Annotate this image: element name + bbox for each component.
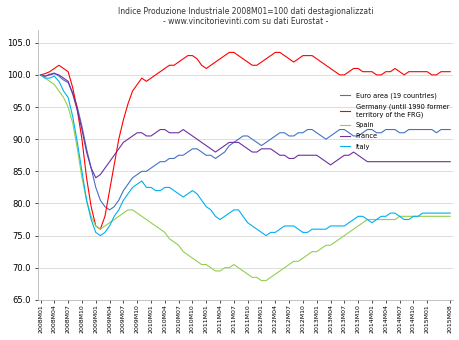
Germany (until 1990 former
territory of the FRG) xyxy=(437,70,443,74)
Spain xyxy=(93,224,98,228)
Germany (until 1990 former
territory of the FRG) xyxy=(396,70,402,74)
Germany (until 1990 former
territory of the FRG) xyxy=(166,63,172,67)
Italy xyxy=(392,211,397,215)
France xyxy=(102,166,107,170)
Germany (until 1990 former
territory of the FRG) xyxy=(226,50,231,54)
Italy xyxy=(93,231,98,235)
Italy xyxy=(327,224,333,228)
Line: France: France xyxy=(40,74,449,178)
Germany (until 1990 former
territory of the FRG) xyxy=(93,224,98,228)
Spain xyxy=(162,231,167,235)
Spain xyxy=(382,218,388,222)
France xyxy=(396,160,402,164)
Title: Indice Produzione Industriale 2008M01=100 dati destagionalizzati
- www.vincitori: Indice Produzione Industriale 2008M01=10… xyxy=(118,7,372,26)
Germany (until 1990 former
territory of the FRG) xyxy=(38,73,43,77)
Euro area (19 countries) xyxy=(51,71,57,75)
France xyxy=(51,72,57,76)
Line: Euro area (19 countries): Euro area (19 countries) xyxy=(40,73,449,210)
Italy xyxy=(166,185,172,189)
Euro area (19 countries) xyxy=(387,128,392,132)
France xyxy=(171,131,176,135)
Euro area (19 countries) xyxy=(396,131,402,135)
Line: Spain: Spain xyxy=(40,75,449,280)
Spain xyxy=(327,243,333,247)
Germany (until 1990 former
territory of the FRG) xyxy=(332,70,337,74)
Italy xyxy=(97,234,103,238)
Italy xyxy=(38,73,43,77)
Line: Italy: Italy xyxy=(40,75,449,236)
Euro area (19 countries) xyxy=(97,198,103,202)
Spain xyxy=(38,73,43,77)
Germany (until 1990 former
territory of the FRG) xyxy=(387,70,392,74)
Line: Germany (until 1990 former
territory of the FRG): Germany (until 1990 former territory of … xyxy=(40,52,449,229)
Euro area (19 countries) xyxy=(171,156,176,160)
France xyxy=(93,176,98,180)
Spain xyxy=(392,218,397,222)
France xyxy=(387,160,392,164)
France xyxy=(38,73,43,77)
Germany (until 1990 former
territory of the FRG) xyxy=(97,227,103,231)
Legend: Euro area (19 countries), Germany (until 1990 former
territory of the FRG), Spai: Euro area (19 countries), Germany (until… xyxy=(340,92,448,150)
Italy xyxy=(447,211,452,215)
Euro area (19 countries) xyxy=(106,208,112,212)
Italy xyxy=(433,211,438,215)
Euro area (19 countries) xyxy=(447,128,452,132)
Euro area (19 countries) xyxy=(332,131,337,135)
Euro area (19 countries) xyxy=(437,128,443,132)
France xyxy=(437,160,443,164)
Germany (until 1990 former
territory of the FRG) xyxy=(447,70,452,74)
France xyxy=(447,160,452,164)
Spain xyxy=(258,278,263,283)
Spain xyxy=(447,214,452,218)
France xyxy=(332,160,337,164)
Spain xyxy=(433,214,438,218)
Italy xyxy=(382,214,388,218)
Euro area (19 countries) xyxy=(38,73,43,77)
